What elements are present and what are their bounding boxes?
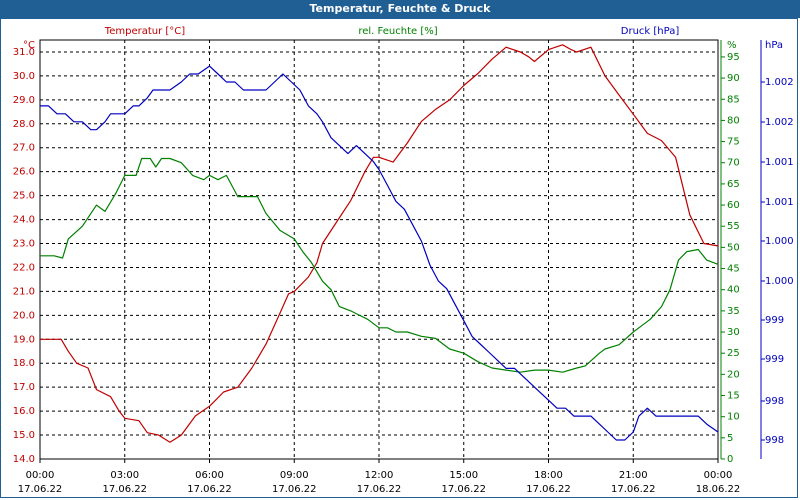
humidity-tick-label: 50 [727,242,740,253]
humidity-axis-title: rel. Feuchte [%] [358,26,437,37]
pressure-tick-label: 1.000 [765,236,794,247]
humidity-tick-label: 10 [727,412,740,423]
pressure-tick-label: 1.002 [765,77,794,88]
x-tick-date: 17.06.22 [611,484,656,495]
temperature-tick-label: 27.0 [13,143,35,154]
humidity-tick-label: 75 [727,137,740,148]
temperature-tick-label: 25.0 [13,191,35,202]
humidity-tick-label: 25 [727,348,740,359]
humidity-tick-label: 90 [727,73,740,84]
humidity-tick-label: 20 [727,369,740,380]
pressure-tick-label: 998 [765,435,784,446]
humidity-unit-label: % [727,40,737,51]
temperature-tick-label: 24.0 [13,215,35,226]
pressure-tick-label: 1.000 [765,276,794,287]
temperature-unit-label: °C [23,40,35,51]
x-tick-time: 21:00 [619,470,648,481]
humidity-tick-label: 45 [727,264,740,275]
temperature-tick-label: 15.0 [13,430,35,441]
humidity-tick-label: 80 [727,115,740,126]
temperature-tick-label: 17.0 [13,382,35,393]
humidity-tick-label: 0 [727,454,733,465]
x-tick-time: 03:00 [110,470,139,481]
humidity-tick-label: 5 [727,433,733,444]
temperature-tick-label: 19.0 [13,334,35,345]
x-tick-time: 00:00 [704,470,733,481]
humidity-tick-label: 95 [727,52,740,63]
x-tick-time: 18:00 [534,470,563,481]
temperature-axis-title: Temperatur [°C] [104,26,185,37]
pressure-tick-label: 999 [765,354,784,365]
x-tick-time: 09:00 [280,470,309,481]
pressure-axis-title: Druck [hPa] [621,26,680,37]
temperature-tick-label: 30.0 [13,71,35,82]
pressure-tick-label: 1.002 [765,117,794,128]
pressure-tick-label: 1.001 [765,157,794,168]
humidity-tick-label: 40 [727,285,740,296]
humidity-tick-label: 15 [727,391,740,402]
chart-frame [0,18,798,498]
humidity-tick-label: 85 [727,94,740,105]
x-tick-date: 17.06.22 [441,484,486,495]
pressure-series-line [40,65,719,441]
temperature-tick-label: 31.0 [13,47,35,58]
pressure-tick-label: 998 [765,396,784,407]
temperature-tick-label: 20.0 [13,310,35,321]
x-tick-time: 12:00 [365,470,394,481]
humidity-tick-label: 60 [727,200,740,211]
humidity-tick-label: 35 [727,306,740,317]
temperature-tick-label: 26.0 [13,167,35,178]
temperature-tick-label: 14.0 [13,454,35,465]
humidity-tick-label: 55 [727,221,740,232]
x-tick-time: 00:00 [26,470,55,481]
pressure-tick-label: 999 [765,315,784,326]
x-tick-date: 17.06.22 [272,484,317,495]
temperature-tick-label: 22.0 [13,262,35,273]
temperature-tick-label: 28.0 [13,119,35,130]
x-tick-time: 06:00 [195,470,224,481]
x-tick-date: 17.06.22 [187,484,232,495]
humidity-tick-label: 65 [727,179,740,190]
pressure-tick-label: 1.001 [765,197,794,208]
x-tick-date: 17.06.22 [357,484,402,495]
temperature-series-line [40,44,719,443]
x-tick-date: 17.06.22 [18,484,63,495]
temperature-tick-label: 18.0 [13,358,35,369]
humidity-series-line [40,157,719,373]
x-tick-time: 15:00 [449,470,478,481]
humidity-tick-label: 30 [727,327,740,338]
temperature-tick-label: 21.0 [13,286,35,297]
temperature-tick-label: 16.0 [13,406,35,417]
humidity-tick-label: 70 [727,158,740,169]
x-tick-date: 18.06.22 [696,484,741,495]
chart-title: Temperatur, Feuchte & Druck [0,0,800,18]
x-tick-date: 17.06.22 [102,484,147,495]
pressure-unit-label: hPa [765,40,783,51]
temperature-tick-label: 29.0 [13,95,35,106]
x-tick-date: 17.06.22 [526,484,571,495]
temperature-tick-label: 23.0 [13,239,35,250]
